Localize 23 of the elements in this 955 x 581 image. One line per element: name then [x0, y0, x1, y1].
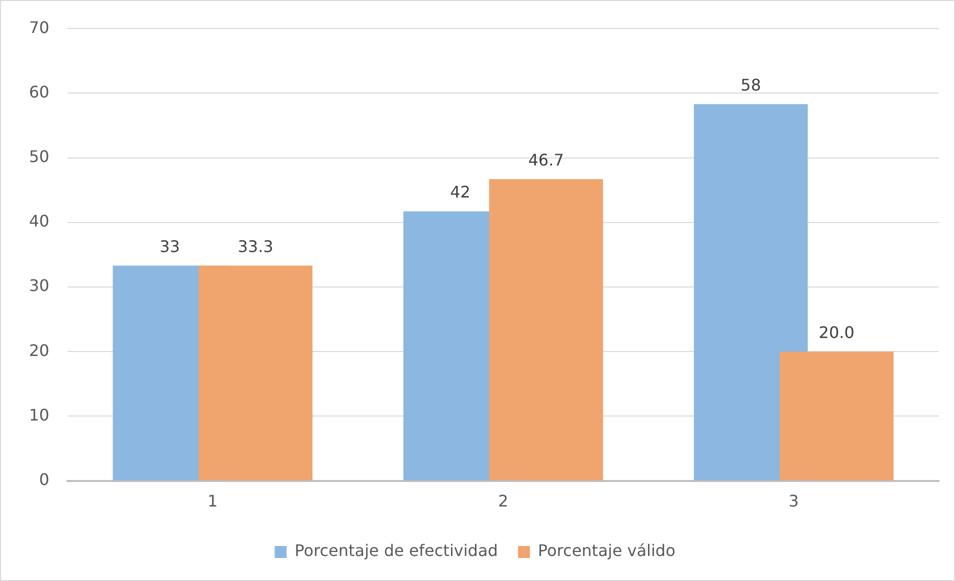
- y-tick-label: 30: [29, 276, 50, 296]
- bar: [694, 104, 808, 480]
- bar: [489, 179, 604, 480]
- legend-label: Porcentaje de efectividad: [294, 541, 498, 560]
- data-label: 33.3: [238, 236, 274, 256]
- data-label: 33: [160, 236, 180, 256]
- data-label: 20.0: [818, 322, 854, 342]
- y-tick-label: 20: [29, 340, 50, 360]
- legend-label: Porcentaje válido: [538, 541, 676, 560]
- bar: [198, 266, 312, 480]
- y-tick-label: 50: [29, 146, 50, 166]
- y-tick-label: 40: [29, 212, 50, 231]
- bar: [780, 352, 894, 480]
- y-tick-label: 60: [29, 82, 50, 102]
- data-label: 42: [450, 182, 470, 202]
- data-label: 58: [740, 75, 762, 94]
- x-tick-label: 1: [208, 492, 218, 511]
- data-label: 46.7: [528, 150, 564, 170]
- x-tick-label: 2: [498, 492, 508, 511]
- y-tick-label: 70: [29, 18, 50, 37]
- x-tick-label: 3: [788, 492, 799, 511]
- y-tick-label: 0: [39, 470, 50, 489]
- y-tick-label: 10: [29, 405, 50, 424]
